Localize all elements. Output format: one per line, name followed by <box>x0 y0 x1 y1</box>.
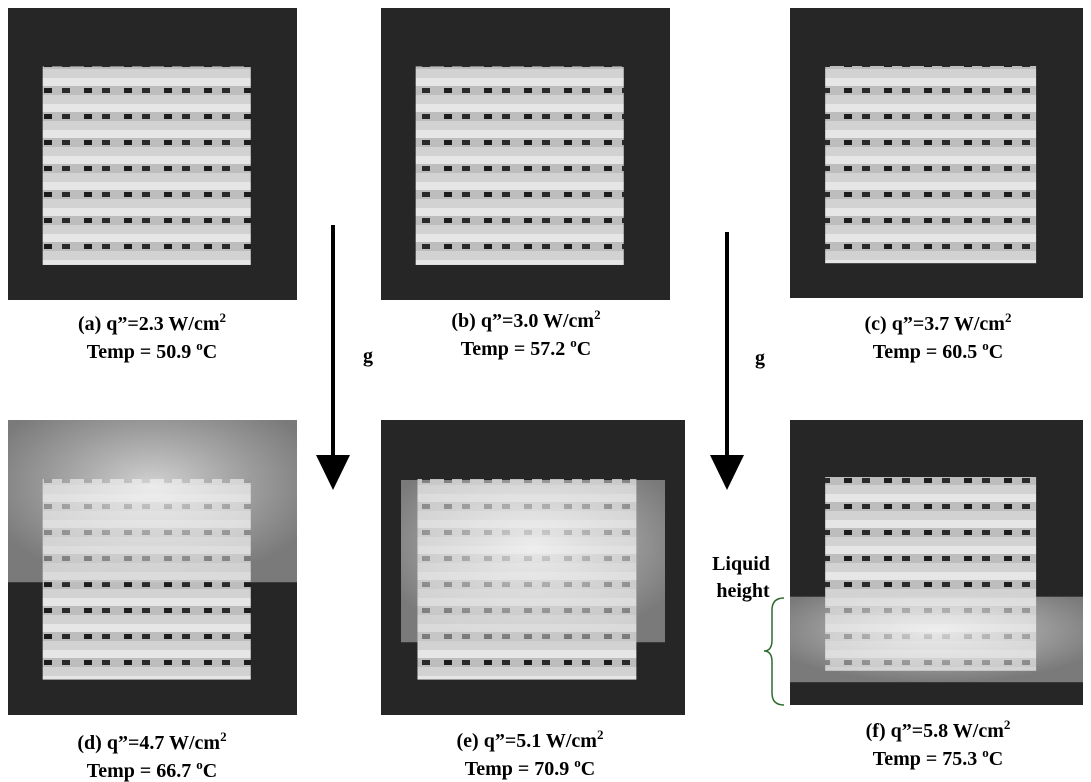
temperature-text: Temp = 57.2 <box>461 338 566 360</box>
photo <box>8 420 297 715</box>
liquid-height-label: Liquid <box>712 553 770 575</box>
photo <box>381 8 670 300</box>
caption-text: (b) q”=3.0 W/cm <box>451 310 594 332</box>
arrow <box>710 232 744 490</box>
temperature-text: Temp = 66.7 <box>87 760 192 782</box>
photo <box>790 420 1083 705</box>
temperature-unit: C <box>989 748 1003 770</box>
figure: g g Liquid height (a) q”=2.3 W/cm2Temp =… <box>0 0 1091 782</box>
caption-text: (a) q”=2.3 W/cm <box>78 313 220 335</box>
bubble-region <box>8 420 297 582</box>
temperature-text: Temp = 60.5 <box>873 341 978 363</box>
temperature-text: Temp = 75.3 <box>873 748 978 770</box>
liquid-height-label: height <box>716 580 770 602</box>
temperature-unit: C <box>203 760 217 782</box>
gravity-label: g <box>363 345 373 367</box>
caption-superscript: 2 <box>594 307 601 322</box>
photo <box>381 420 685 715</box>
temperature-text: Temp = 70.9 <box>465 758 570 780</box>
caption: (a) q”=2.3 W/cm2 <box>78 310 226 335</box>
caption-superscript: 2 <box>1004 717 1011 732</box>
photo <box>790 8 1083 298</box>
brace <box>764 598 784 705</box>
gravity-label: g <box>755 347 765 369</box>
caption-text: (d) q”=4.7 W/cm <box>77 732 220 754</box>
caption: (d) q”=4.7 W/cm2 <box>77 729 226 754</box>
caption-text: (c) q”=3.7 W/cm <box>865 313 1006 335</box>
caption-superscript: 2 <box>220 310 227 325</box>
caption-superscript: 2 <box>1005 310 1012 325</box>
caption-superscript: 2 <box>597 727 604 742</box>
temperature-unit: C <box>581 758 595 780</box>
caption: (e) q”=5.1 W/cm2 <box>457 727 604 752</box>
caption-superscript: 2 <box>220 729 227 744</box>
photo <box>8 8 297 300</box>
heater-surface <box>416 66 624 265</box>
heater-surface <box>43 66 251 265</box>
temperature-unit: C <box>989 341 1003 363</box>
caption-text: (f) q”=5.8 W/cm <box>866 720 1005 742</box>
heater-surface <box>825 66 1036 263</box>
bubble-region <box>790 597 1083 683</box>
bubble-region <box>401 480 665 642</box>
temperature-text: Temp = 50.9 <box>87 341 192 363</box>
arrow <box>316 225 350 490</box>
caption: (f) q”=5.8 W/cm2 <box>866 717 1011 742</box>
caption-text: (e) q”=5.1 W/cm <box>457 730 598 752</box>
caption: (b) q”=3.0 W/cm2 <box>451 307 600 332</box>
temperature-unit: C <box>203 341 217 363</box>
temperature-unit: C <box>577 338 591 360</box>
caption: (c) q”=3.7 W/cm2 <box>865 310 1012 335</box>
